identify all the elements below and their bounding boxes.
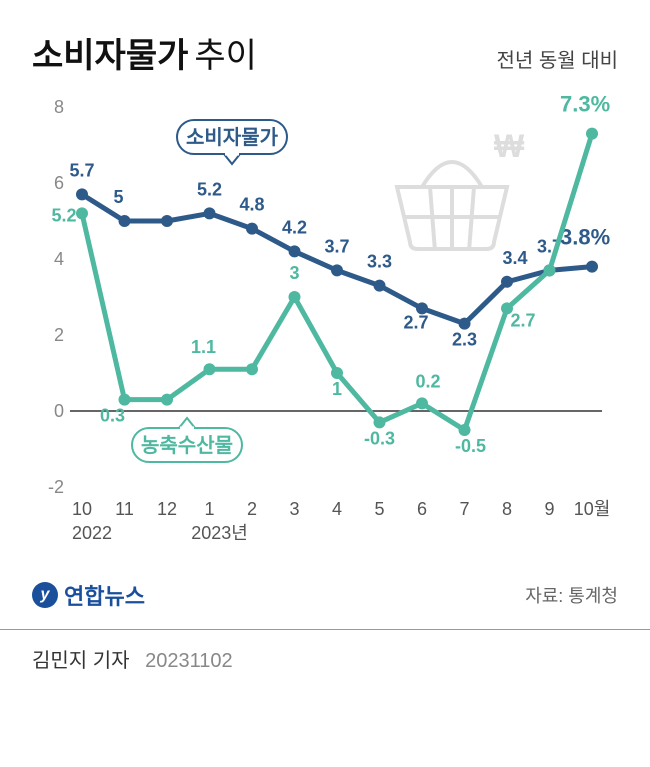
series-marker-agri <box>459 424 471 436</box>
data-label: 3.3 <box>367 252 392 272</box>
x-tick-label: 8 <box>502 499 512 519</box>
title-light: 추이 <box>194 37 257 75</box>
series-marker-agri <box>204 363 216 375</box>
x-year-label: 2022 <box>72 523 112 543</box>
series-marker-agri <box>161 394 173 406</box>
x-tick-label: 4 <box>332 499 342 519</box>
end-label-cpi: 3.8% <box>560 225 610 250</box>
y-tick-label: 0 <box>54 401 64 421</box>
end-label-agri: 7.3% <box>560 92 610 117</box>
data-label: 5.7 <box>69 160 94 180</box>
series-marker-cpi <box>289 245 301 257</box>
data-label: 4.2 <box>282 217 307 237</box>
data-label: 3.4 <box>502 248 527 268</box>
byline-date: 20231102 <box>145 650 233 672</box>
series-marker-agri <box>119 394 131 406</box>
y-tick-label: 2 <box>54 325 64 345</box>
byline: 김민지 기자 20231102 <box>0 630 650 687</box>
title-bold: 소비자물가 <box>32 37 188 75</box>
x-tick-label: 1 <box>204 499 214 519</box>
line-chart: -202468₩5.755.24.84.23.73.32.72.33.43.73… <box>32 87 618 567</box>
x-tick-label: 5 <box>374 499 384 519</box>
series-marker-cpi <box>161 215 173 227</box>
y-tick-label: 4 <box>54 249 64 269</box>
data-label: 2.7 <box>403 312 428 332</box>
publisher-logo: y 연합뉴스 <box>32 579 145 611</box>
y-tick-label: -2 <box>48 477 64 497</box>
svg-text:₩: ₩ <box>494 128 525 164</box>
x-tick-label: 3 <box>289 499 299 519</box>
data-label: 1.1 <box>191 337 216 357</box>
series-marker-agri <box>416 397 428 409</box>
data-label: 5.2 <box>197 179 222 199</box>
series-marker-cpi <box>246 223 258 235</box>
logo-text: 연합뉴스 <box>64 579 145 611</box>
y-tick-label: 6 <box>54 173 64 193</box>
x-tick-label: 12 <box>157 499 177 519</box>
chart-svg: -202468₩5.755.24.84.23.73.32.72.33.43.73… <box>32 87 618 557</box>
basket-icon: ₩ <box>397 128 525 249</box>
data-label: 4.8 <box>239 195 264 215</box>
series-marker-cpi <box>76 188 88 200</box>
data-label: 1 <box>332 379 342 399</box>
x-year-label: 2023년 <box>191 523 248 543</box>
data-label: 0.2 <box>415 371 440 391</box>
reporter-name: 김민지 기자 <box>32 650 130 672</box>
series-marker-agri <box>76 207 88 219</box>
chart-title: 소비자물가추이 <box>32 28 257 77</box>
logo-mark-icon: y <box>32 582 58 608</box>
series-marker-agri <box>544 264 556 276</box>
x-tick-label: 7 <box>459 499 469 519</box>
data-label: 5 <box>113 187 123 207</box>
series-marker-cpi <box>119 215 131 227</box>
data-label: 5.2 <box>51 205 76 225</box>
data-label: 2.3 <box>452 330 477 350</box>
series-marker-agri <box>331 367 343 379</box>
data-label: -0.3 <box>364 428 395 448</box>
subtitle: 전년 동월 대비 <box>496 44 618 73</box>
legend-text-agri: 농축수산물 <box>141 434 233 457</box>
x-tick-label: 9 <box>544 499 554 519</box>
x-tick-label: 11 <box>115 499 134 519</box>
source-text: 자료: 통계청 <box>525 582 618 608</box>
series-marker-cpi <box>204 207 216 219</box>
data-label: 0.3 <box>100 406 125 426</box>
legend-text-cpi: 소비자물가 <box>186 126 279 149</box>
series-marker-agri <box>586 128 598 140</box>
x-tick-label: 10월 <box>574 499 611 519</box>
x-tick-label: 6 <box>417 499 427 519</box>
title-row: 소비자물가추이 전년 동월 대비 <box>32 28 618 77</box>
data-label: 3 <box>289 263 299 283</box>
series-marker-cpi <box>459 318 471 330</box>
series-marker-agri <box>289 291 301 303</box>
series-marker-agri <box>246 363 258 375</box>
x-tick-label: 2 <box>247 499 257 519</box>
series-marker-cpi <box>331 264 343 276</box>
series-marker-agri <box>374 416 386 428</box>
y-tick-label: 8 <box>54 97 64 117</box>
x-tick-label: 10 <box>72 499 92 519</box>
series-marker-cpi <box>501 276 513 288</box>
series-marker-cpi <box>374 280 386 292</box>
data-label: 2.7 <box>510 310 535 330</box>
series-marker-cpi <box>586 261 598 273</box>
data-label: 3.7 <box>324 236 349 256</box>
data-label: -0.5 <box>455 436 486 456</box>
